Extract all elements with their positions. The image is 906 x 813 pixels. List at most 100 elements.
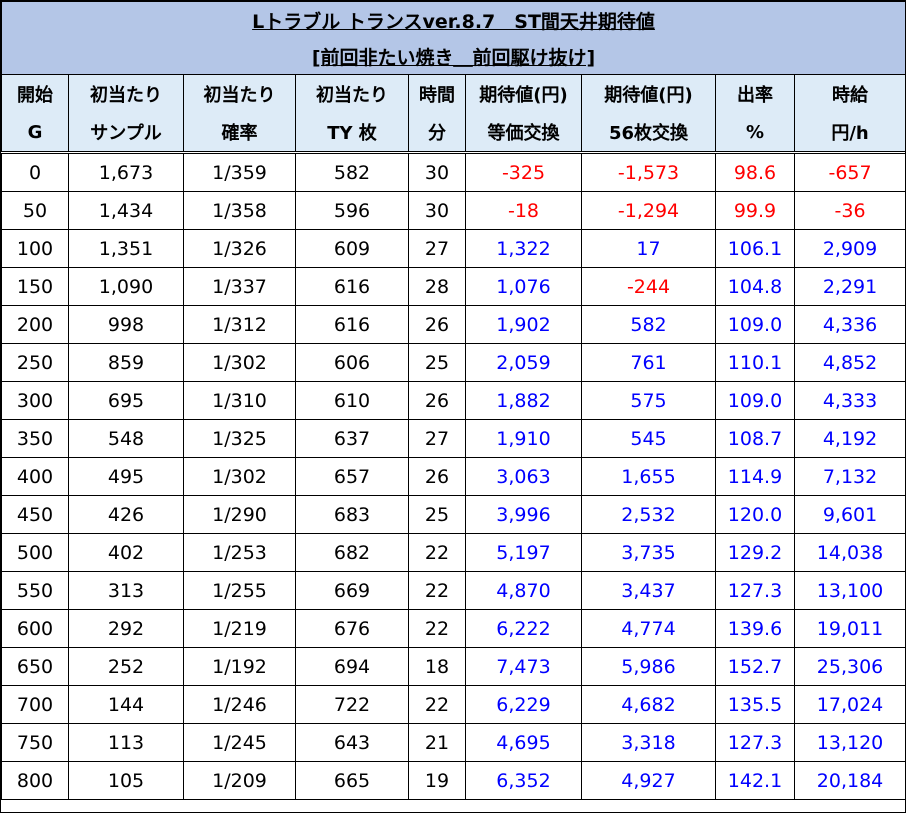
table-cell: 22: [408, 571, 466, 610]
table-cell: 1,434: [68, 191, 184, 230]
table-cell: 144: [68, 685, 184, 724]
table-cell: 609: [295, 229, 409, 268]
table-cell: 150: [1, 267, 69, 306]
table-cell: 350: [1, 419, 69, 458]
table-cell: 1,910: [465, 419, 582, 458]
table-cell: 575: [581, 381, 716, 420]
header-cell: 期待値(円): [465, 74, 582, 113]
table-cell: 450: [1, 495, 69, 534]
table-cell: 6,352: [465, 761, 582, 800]
table-cell: -1,294: [581, 191, 716, 230]
table-cell: 657: [295, 457, 409, 496]
table-cell: 30: [408, 191, 466, 230]
table-cell: 1/290: [183, 495, 296, 534]
table-cell: 113: [68, 723, 184, 762]
table-cell: 20,184: [793, 761, 906, 800]
table-cell: 114.9: [715, 457, 795, 496]
table-cell: 0: [1, 152, 69, 192]
table-cell: 139.6: [715, 609, 795, 648]
table-cell: 6,229: [465, 685, 582, 724]
table-cell: 9,601: [793, 495, 906, 534]
table-cell: 26: [408, 305, 466, 344]
table-cell: 1/192: [183, 647, 296, 686]
table-cell: 30: [408, 152, 466, 192]
table-row: 550 313 1/255 669 22 4,870 3,437 127.3 13,100: [1, 571, 906, 610]
table-row: 800 105 1/209 665 19 6,352 4,927 142.1 20,184: [1, 761, 906, 800]
table-row: 450 426 1/290 683 25 3,996 2,532 120.0 9,601: [1, 495, 906, 534]
table-cell: 26: [408, 457, 466, 496]
header-cell: 初当たり: [295, 74, 409, 113]
header-cell: 初当たり: [183, 74, 296, 113]
table-cell: 17,024: [793, 685, 906, 724]
table-cell: 761: [581, 343, 716, 382]
table-cell: 610: [295, 381, 409, 420]
table-cell: 1,090: [68, 267, 184, 306]
table-cell: 100: [1, 229, 69, 268]
table-cell: 19: [408, 761, 466, 800]
table-row: 100 1,351 1/326 609 27 1,322 17 106.1 2,909: [1, 229, 906, 268]
table-cell: 292: [68, 609, 184, 648]
table-cell: 4,927: [581, 761, 716, 800]
table-cell: 18: [408, 647, 466, 686]
table-cell: 2,059: [465, 343, 582, 382]
table-cell: 300: [1, 381, 69, 420]
table-cell: 25: [408, 343, 466, 382]
header-cell: 初当たり: [68, 74, 184, 113]
table-cell: 250: [1, 343, 69, 382]
table-cell: 25,306: [793, 647, 906, 686]
table-cell: 26: [408, 381, 466, 420]
table-cell: 152.7: [715, 647, 795, 686]
table-cell: 27: [408, 419, 466, 458]
table-cell: 1/312: [183, 305, 296, 344]
table-cell: -18: [465, 191, 582, 230]
table-cell: 4,192: [793, 419, 906, 458]
table-cell: 1,322: [465, 229, 582, 268]
table-cell: 105: [68, 761, 184, 800]
table-cell: 4,682: [581, 685, 716, 724]
header-cell: 開始: [1, 74, 69, 113]
table-cell: -325: [465, 152, 582, 192]
table-cell: 1,902: [465, 305, 582, 344]
table-cell: 17: [581, 229, 716, 268]
table-cell: 129.2: [715, 533, 795, 572]
table-cell: 7,132: [793, 457, 906, 496]
table-cell: 1,882: [465, 381, 582, 420]
table-cell: 21: [408, 723, 466, 762]
table-cell: 606: [295, 343, 409, 382]
table-cell: 3,996: [465, 495, 582, 534]
table-cell: 1/358: [183, 191, 296, 230]
table-row: 500 402 1/253 682 22 5,197 3,735 129.2 14,038: [1, 533, 906, 572]
table-cell: 800: [1, 761, 69, 800]
table-cell: 596: [295, 191, 409, 230]
table-cell: 14,038: [793, 533, 906, 572]
table-cell: 1/310: [183, 381, 296, 420]
table-cell: 400: [1, 457, 69, 496]
header-cell: 出率: [715, 74, 795, 113]
table-cell: 108.7: [715, 419, 795, 458]
table-cell: 1/302: [183, 457, 296, 496]
table-cell: 1/253: [183, 533, 296, 572]
table-cell: 750: [1, 723, 69, 762]
header-cell: 時間: [408, 74, 466, 113]
table-cell: 643: [295, 723, 409, 762]
table-cell: 110.1: [715, 343, 795, 382]
table-cell: 1/209: [183, 761, 296, 800]
table-cell: 25: [408, 495, 466, 534]
header-cell: サンプル: [68, 113, 184, 154]
table-cell: 665: [295, 761, 409, 800]
table-cell: -1,573: [581, 152, 716, 192]
table-body: 0 1,673 1/359 582 30 -325 -1,573 98.6 -657 50 1,43…: [1, 152, 906, 800]
table-cell: 495: [68, 457, 184, 496]
table-cell: 402: [68, 533, 184, 572]
table-row: 250 859 1/302 606 25 2,059 761 110.1 4,852: [1, 343, 906, 382]
table-cell: 1/245: [183, 723, 296, 762]
table-cell: 426: [68, 495, 184, 534]
table-row: 650 252 1/192 694 18 7,473 5,986 152.7 25,306: [1, 647, 906, 686]
table-row: 750 113 1/245 643 21 4,695 3,318 127.3 13,120: [1, 723, 906, 762]
table-cell: 722: [295, 685, 409, 724]
table-cell: 4,336: [793, 305, 906, 344]
table-cell: 582: [295, 152, 409, 192]
table-cell: 1/337: [183, 267, 296, 306]
